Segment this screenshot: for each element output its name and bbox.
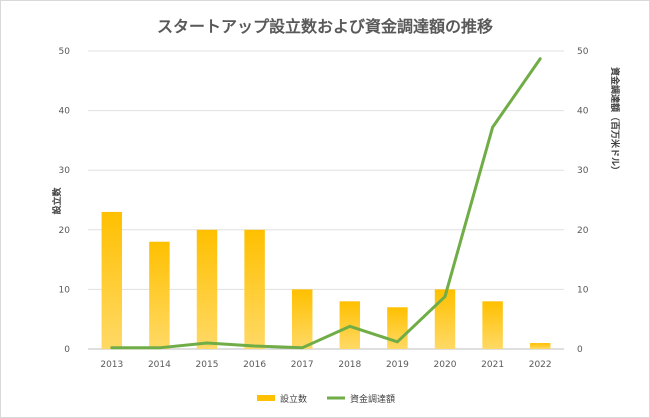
left-tick-label: 0 [64, 345, 70, 355]
right-tick-label: 0 [577, 345, 583, 355]
left-tick-label: 30 [59, 166, 71, 176]
left-tick-label: 40 [59, 107, 71, 117]
bar-2021 [482, 301, 503, 349]
line-funding [110, 57, 542, 350]
bar-2014 [149, 241, 170, 349]
bar-2022 [529, 343, 551, 349]
legend-label-line: 資金調達額 [350, 393, 395, 405]
right-axis-ticks: 0 10 20 30 40 50 [577, 47, 589, 355]
x-axis-ticks: 2013 2014 2015 2016 2017 2018 2019 2020 2021 2022 [100, 360, 551, 370]
bar-series [101, 211, 551, 349]
x-tick-label: 2019 [386, 360, 409, 370]
right-tick-label: 50 [577, 47, 589, 57]
chart-title: スタートアップ設立数および資金調達額の推移 [157, 17, 493, 36]
bar-2020 [434, 289, 456, 349]
x-tick-label: 2017 [291, 360, 314, 370]
line-series [110, 57, 542, 350]
right-axis-label: 資金調達額（百万米ドル） [609, 67, 621, 175]
left-tick-label: 20 [59, 226, 71, 236]
right-tick-label: 40 [577, 107, 589, 117]
legend: 設立数 資金調達額 [257, 393, 395, 405]
x-tick-label: 2016 [243, 360, 266, 370]
bar-2015 [196, 229, 218, 349]
left-tick-label: 10 [59, 285, 71, 295]
legend-label-bar: 設立数 [280, 393, 307, 405]
legend-swatch-bar [257, 395, 275, 401]
x-tick-label: 2018 [338, 360, 361, 370]
right-tick-label: 30 [577, 166, 589, 176]
right-tick-label: 10 [577, 285, 589, 295]
left-axis-ticks: 0 10 20 30 40 50 [59, 47, 71, 355]
bar-2013 [101, 211, 123, 349]
left-axis-label: 設立数 [51, 187, 63, 215]
x-tick-label: 2014 [148, 360, 171, 370]
left-tick-label: 50 [59, 47, 71, 57]
x-tick-label: 2015 [196, 360, 219, 370]
x-tick-label: 2020 [434, 360, 457, 370]
bar-2017 [291, 289, 313, 349]
x-tick-label: 2022 [529, 360, 552, 370]
right-tick-label: 20 [577, 226, 589, 236]
x-tick-label: 2021 [481, 360, 504, 370]
bar-2016 [244, 229, 265, 349]
x-tick-label: 2013 [100, 360, 123, 370]
